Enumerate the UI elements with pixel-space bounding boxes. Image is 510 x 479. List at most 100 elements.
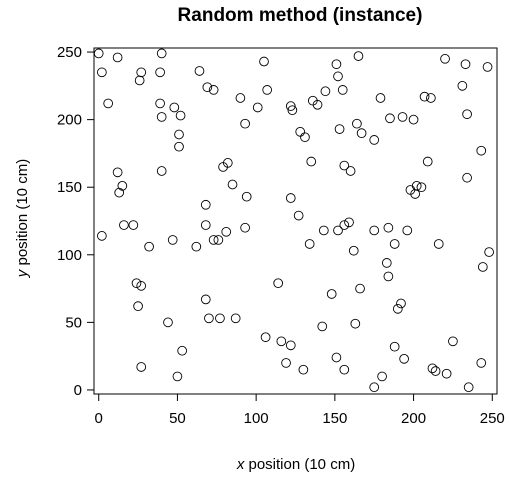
data-point bbox=[200, 220, 211, 230]
data-point bbox=[191, 241, 202, 252]
data-point bbox=[136, 281, 147, 291]
data-point bbox=[334, 124, 345, 134]
data-point bbox=[419, 91, 430, 102]
data-point bbox=[240, 222, 250, 233]
x-axis-label: x position (10 cm) bbox=[236, 456, 355, 473]
data-point bbox=[93, 48, 104, 59]
data-point bbox=[194, 66, 205, 76]
data-point bbox=[326, 289, 337, 299]
plot-frame bbox=[93, 47, 498, 395]
data-point bbox=[337, 85, 348, 95]
data-point bbox=[408, 114, 419, 125]
data-point bbox=[377, 371, 387, 382]
data-point bbox=[295, 126, 306, 137]
data-point bbox=[241, 191, 252, 202]
data-point bbox=[167, 235, 178, 245]
data-point bbox=[430, 366, 441, 376]
data-point bbox=[175, 110, 186, 121]
data-point bbox=[427, 363, 438, 374]
data-point bbox=[339, 364, 350, 375]
data-point bbox=[389, 239, 400, 249]
data-point bbox=[410, 189, 420, 199]
data-point bbox=[260, 332, 271, 343]
data-point bbox=[331, 59, 342, 70]
data-point bbox=[103, 98, 114, 109]
data-point bbox=[131, 278, 142, 289]
data-point bbox=[355, 283, 365, 294]
data-point bbox=[383, 222, 394, 233]
data-point bbox=[448, 336, 458, 347]
y-tick-label: 100 bbox=[57, 247, 82, 264]
data-point bbox=[276, 336, 287, 347]
x-tick-label: 250 bbox=[480, 410, 505, 427]
data-point bbox=[293, 210, 304, 221]
y-axis-label-text: position (10 cm) bbox=[14, 159, 31, 270]
data-point bbox=[200, 199, 211, 210]
data-point bbox=[345, 166, 356, 176]
data-point bbox=[163, 317, 173, 328]
data-point bbox=[462, 109, 472, 120]
data-point bbox=[156, 48, 167, 59]
data-point bbox=[119, 220, 129, 230]
data-point bbox=[144, 241, 154, 252]
data-point bbox=[416, 182, 427, 193]
data-point bbox=[262, 85, 273, 95]
data-point bbox=[273, 278, 284, 289]
y-tick-label: 0 bbox=[74, 382, 82, 399]
data-point bbox=[240, 118, 250, 129]
data-point bbox=[433, 239, 444, 249]
chart-title: Random method (instance) bbox=[178, 5, 423, 26]
data-point bbox=[208, 235, 219, 245]
y-tick-label: 50 bbox=[65, 314, 82, 331]
data-point bbox=[287, 105, 298, 116]
data-point bbox=[136, 362, 147, 372]
x-tick-label: 0 bbox=[95, 410, 103, 427]
data-point bbox=[482, 62, 493, 72]
data-point bbox=[155, 67, 165, 78]
data-point bbox=[385, 113, 395, 124]
data-point bbox=[156, 112, 167, 122]
y-axis: 0 50 100 150 200 250 bbox=[57, 44, 94, 399]
data-point bbox=[134, 75, 145, 86]
data-point bbox=[441, 368, 452, 379]
data-point bbox=[156, 166, 167, 176]
data-point bbox=[460, 59, 471, 70]
data-point bbox=[169, 102, 180, 113]
x-tick-label: 200 bbox=[401, 410, 426, 427]
data-point bbox=[399, 354, 409, 364]
data-point bbox=[172, 371, 183, 382]
data-point bbox=[381, 258, 392, 268]
data-point bbox=[422, 156, 433, 167]
data-point bbox=[396, 298, 406, 309]
data-point bbox=[117, 181, 128, 191]
data-point bbox=[306, 156, 317, 167]
data-point bbox=[112, 167, 123, 178]
data-point bbox=[213, 235, 224, 245]
data-point bbox=[204, 313, 214, 324]
data-point bbox=[333, 225, 343, 236]
x-axis: 0 50 100 150 200 250 bbox=[95, 394, 505, 427]
data-point bbox=[350, 318, 361, 329]
data-point bbox=[202, 82, 213, 93]
data-point bbox=[136, 67, 147, 78]
data-point bbox=[411, 181, 422, 191]
data-point bbox=[344, 217, 354, 228]
data-point bbox=[304, 239, 315, 249]
data-point bbox=[397, 112, 408, 122]
data-point bbox=[259, 56, 269, 67]
data-point bbox=[252, 102, 263, 113]
x-axis-label-var: x bbox=[236, 456, 245, 473]
data-point bbox=[369, 225, 380, 236]
data-point bbox=[457, 80, 468, 91]
data-point bbox=[133, 301, 143, 311]
data-point bbox=[389, 341, 400, 352]
data-point bbox=[300, 132, 310, 143]
data-point bbox=[331, 352, 342, 363]
data-point bbox=[177, 345, 188, 356]
data-point bbox=[97, 231, 107, 241]
data-point bbox=[208, 85, 219, 95]
data-point bbox=[222, 158, 233, 168]
data-point bbox=[356, 128, 367, 138]
